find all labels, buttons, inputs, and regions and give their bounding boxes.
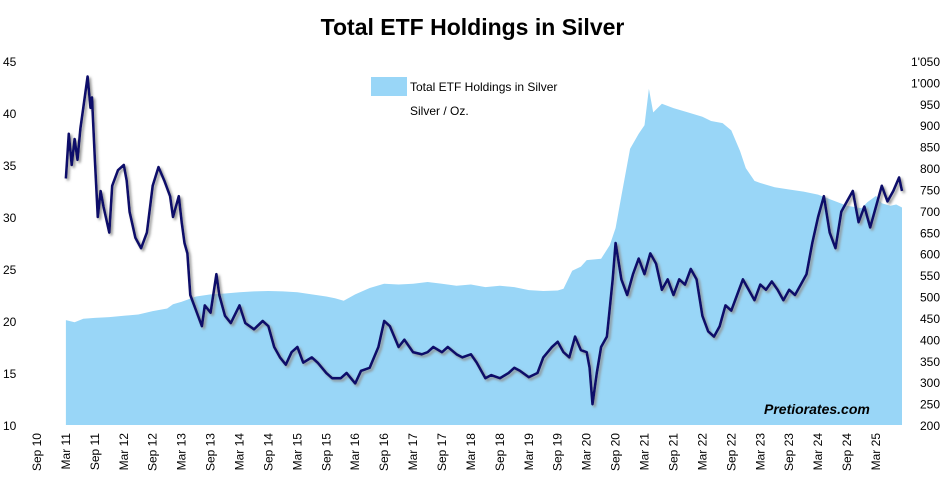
x-tick-label: Sep 23 bbox=[782, 433, 796, 471]
right-tick-label: 750 bbox=[920, 183, 940, 197]
x-tick-label: Mar 11 bbox=[59, 433, 73, 470]
x-tick-label: Sep 13 bbox=[204, 433, 218, 471]
x-tick-label: Sep 16 bbox=[377, 433, 391, 471]
right-tick-label: 250 bbox=[920, 398, 940, 412]
x-tick-label: Mar 19 bbox=[522, 433, 536, 471]
right-tick-label: 500 bbox=[920, 291, 940, 305]
right-tick-label: 200 bbox=[920, 419, 940, 433]
x-tick-label: Sep 10 bbox=[30, 433, 44, 471]
left-tick-label: 25 bbox=[3, 263, 17, 277]
x-tick-label: Mar 23 bbox=[753, 433, 767, 471]
x-tick-label: Mar 16 bbox=[348, 433, 362, 471]
x-tick-label: Mar 14 bbox=[233, 433, 247, 471]
x-tick-label: Sep 18 bbox=[493, 433, 507, 471]
legend-area-swatch bbox=[371, 77, 407, 96]
x-tick-label: Mar 18 bbox=[464, 433, 478, 471]
left-tick-label: 10 bbox=[3, 419, 17, 433]
x-tick-label: Sep 15 bbox=[319, 433, 333, 471]
x-tick-label: Mar 20 bbox=[580, 433, 594, 471]
x-axis: Sep 10 Mar 11 Sep 11 Mar 12 Sep 12 Mar 13 Sep … bbox=[30, 433, 883, 471]
right-tick-label: 550 bbox=[920, 269, 940, 283]
x-tick-label: Mar 25 bbox=[869, 433, 883, 471]
x-tick-label: Mar 17 bbox=[406, 433, 420, 471]
left-tick-label: 15 bbox=[3, 367, 17, 381]
right-tick-label: 450 bbox=[920, 312, 940, 326]
x-tick-label: Sep 24 bbox=[840, 433, 854, 471]
holdings-area-layer bbox=[65, 88, 902, 426]
x-tick-label: Mar 21 bbox=[638, 433, 652, 471]
right-tick-label: 1'050 bbox=[911, 55, 940, 69]
left-tick-label: 45 bbox=[3, 55, 17, 69]
legend: Total ETF Holdings in Silver Silver / Oz… bbox=[371, 77, 557, 118]
x-tick-label: Mar 12 bbox=[117, 433, 131, 471]
right-tick-label: 800 bbox=[920, 162, 940, 176]
x-tick-label: Mar 15 bbox=[290, 433, 304, 471]
left-tick-label: 20 bbox=[3, 315, 17, 329]
left-tick-label: 35 bbox=[3, 159, 17, 173]
left-tick-label: 30 bbox=[3, 211, 17, 225]
x-tick-label: Sep 20 bbox=[609, 433, 623, 471]
x-tick-label: Mar 24 bbox=[811, 433, 825, 471]
silver-price-line bbox=[64, 75, 904, 406]
x-tick-label: Sep 21 bbox=[666, 433, 680, 471]
right-tick-label: 900 bbox=[920, 119, 940, 133]
legend-label-silver: Silver / Oz. bbox=[410, 104, 469, 118]
x-tick-label: Sep 19 bbox=[551, 433, 565, 471]
x-tick-label: Sep 17 bbox=[435, 433, 449, 471]
right-tick-label: 400 bbox=[920, 333, 940, 347]
x-tick-label: Sep 22 bbox=[724, 433, 738, 471]
x-tick-label: Mar 22 bbox=[695, 433, 709, 471]
right-tick-label: 650 bbox=[920, 226, 940, 240]
watermark: Pretiorates.com bbox=[764, 401, 870, 417]
right-tick-label: 300 bbox=[920, 376, 940, 390]
right-tick-label: 850 bbox=[920, 141, 940, 155]
chart-title: Total ETF Holdings in Silver bbox=[320, 14, 625, 40]
x-tick-label: Sep 14 bbox=[261, 433, 275, 471]
right-axis: 200 250 300 350 400 450 500 550 600 650 700 750 800 8… bbox=[911, 55, 940, 433]
right-tick-label: 950 bbox=[920, 98, 940, 112]
right-tick-label: 700 bbox=[920, 205, 940, 219]
left-axis: 10 15 20 25 30 35 40 45 bbox=[3, 55, 17, 433]
legend-label-holdings: Total ETF Holdings in Silver bbox=[410, 80, 557, 94]
silver-line-layer bbox=[64, 75, 904, 406]
holdings-area bbox=[65, 88, 902, 426]
x-tick-label: Sep 12 bbox=[146, 433, 160, 471]
x-tick-label: Sep 11 bbox=[88, 433, 102, 470]
right-tick-label: 600 bbox=[920, 248, 940, 262]
left-tick-label: 40 bbox=[3, 107, 17, 121]
right-tick-label: 1'000 bbox=[911, 76, 940, 90]
x-tick-label: Mar 13 bbox=[175, 433, 189, 471]
right-tick-label: 350 bbox=[920, 355, 940, 369]
